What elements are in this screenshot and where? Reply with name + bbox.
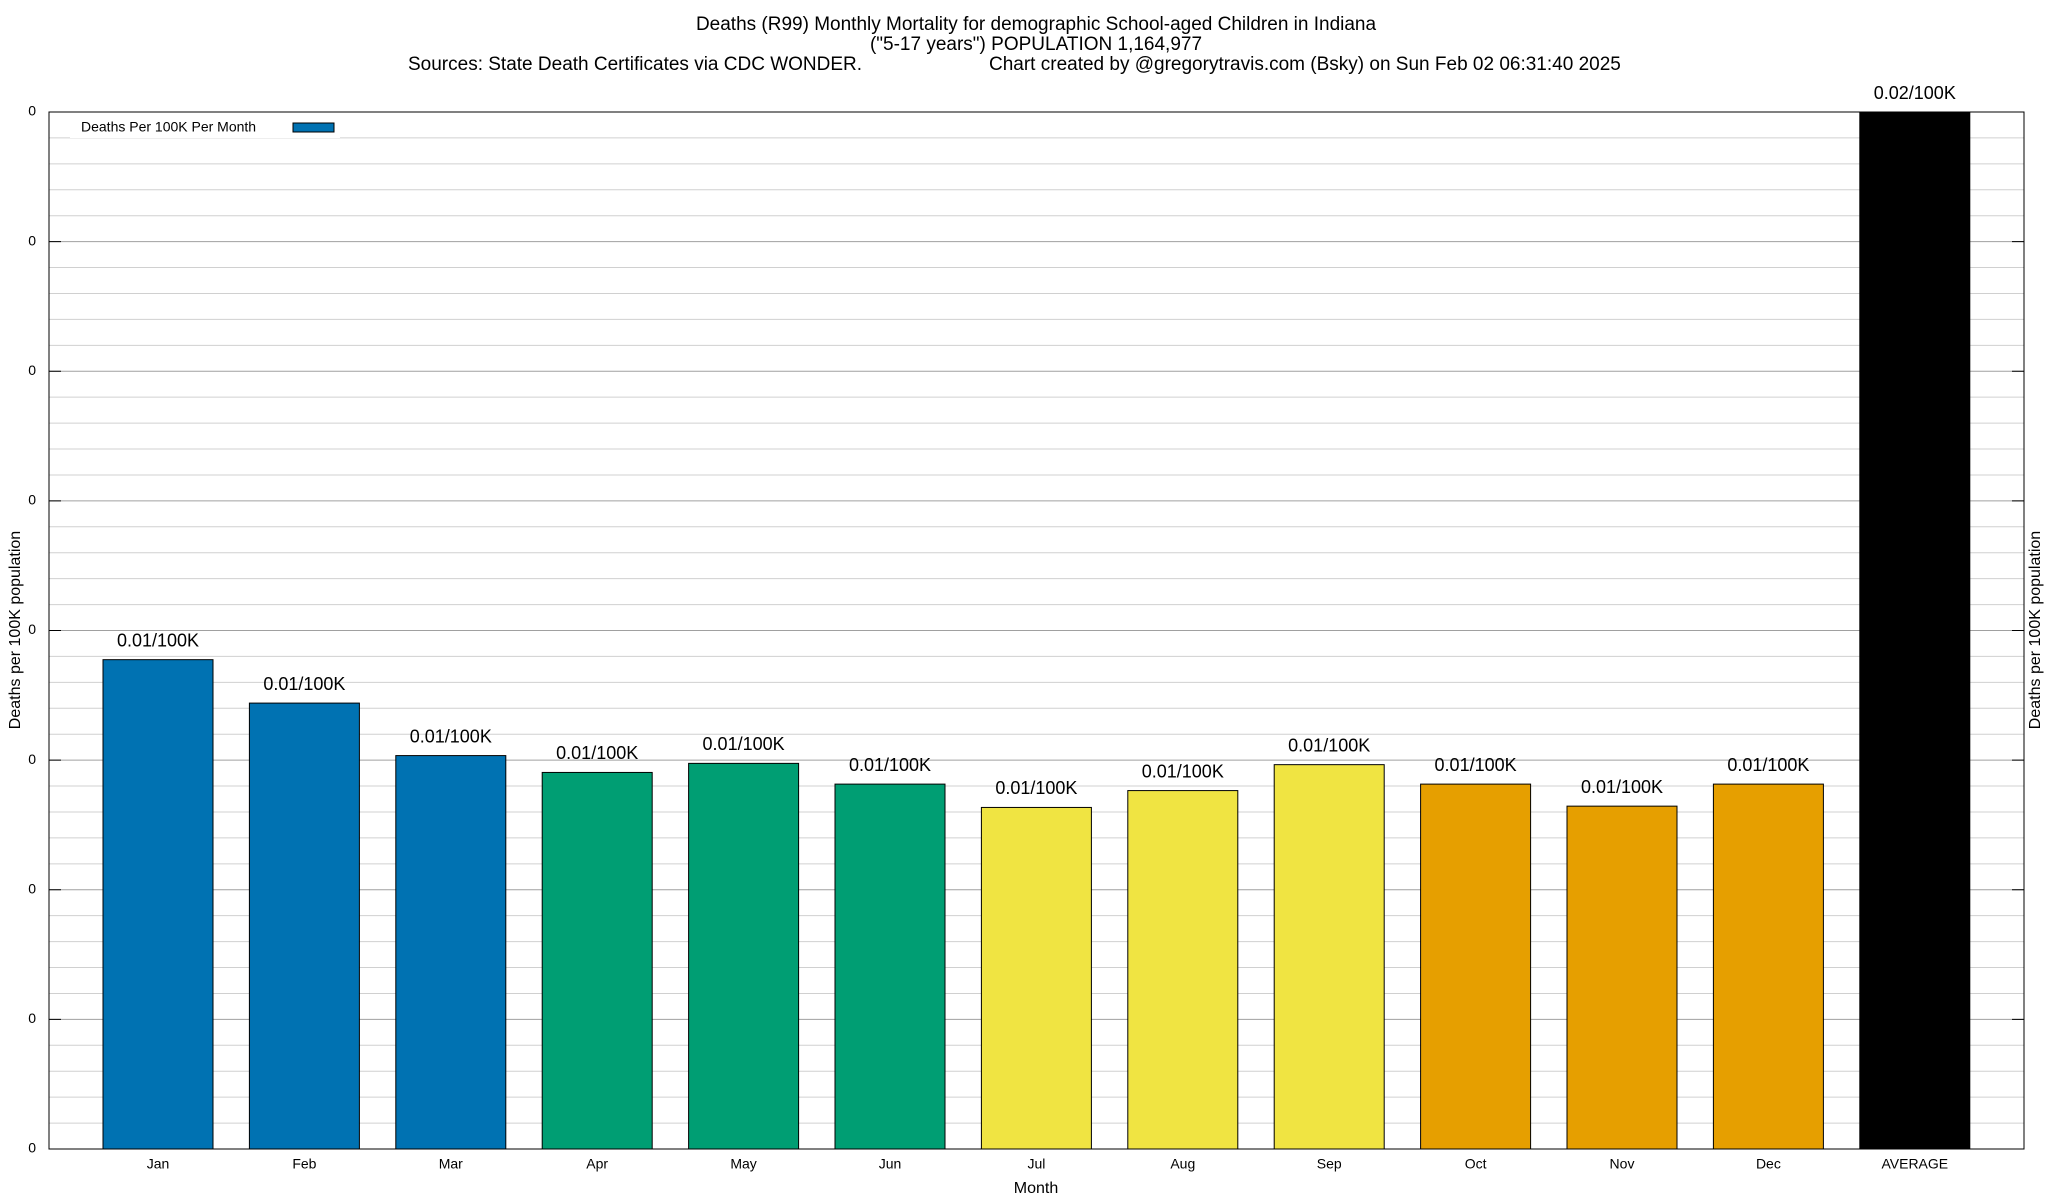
legend-swatch — [292, 122, 335, 133]
value-label: 0.01/100K — [1288, 735, 1370, 755]
x-axis-label: Month — [1014, 1180, 1058, 1197]
bar — [1712, 783, 1824, 1150]
value-label: 0.02/100K — [1874, 83, 1956, 103]
plot-frame — [48, 111, 2025, 1150]
value-label: 0.01/100K — [117, 630, 199, 650]
source: Sources: State Death Certificates via CD… — [408, 54, 862, 75]
legend-background — [70, 116, 340, 138]
x-tick-label: Jan — [147, 1156, 170, 1172]
x-tick-label: Nov — [1610, 1156, 1635, 1172]
y-tick-label: 0 — [28, 751, 36, 767]
chart-subtitle: ("5-17 years") POPULATION 1,164,977 — [870, 34, 1202, 55]
y-tick-label: 0 — [28, 621, 36, 637]
bar — [1127, 790, 1239, 1150]
y-axis-label: Deaths per 100K population — [7, 531, 24, 729]
chart-title: Deaths (R99) Monthly Mortality for demog… — [696, 14, 1377, 35]
x-tick-label: Dec — [1756, 1156, 1781, 1172]
x-tick-label: Feb — [292, 1156, 316, 1172]
value-label: 0.01/100K — [410, 726, 492, 746]
bar — [541, 771, 653, 1150]
value-label: 0.01/100K — [703, 734, 785, 754]
x-tick-label: Apr — [586, 1156, 608, 1172]
x-tick-label: Jun — [879, 1156, 902, 1172]
bar — [248, 702, 360, 1150]
x-tick-label: May — [730, 1156, 756, 1172]
bar — [1273, 764, 1385, 1150]
x-tick-label: Sep — [1317, 1156, 1342, 1172]
y-tick-label: 0 — [28, 362, 36, 378]
value-label: 0.01/100K — [995, 778, 1077, 798]
x-tick-label: Jul — [1027, 1156, 1045, 1172]
y-tick-label: 0 — [28, 103, 36, 119]
value-label: 0.01/100K — [1581, 777, 1663, 797]
bar — [1420, 783, 1532, 1150]
bar — [395, 755, 507, 1150]
bar — [102, 659, 214, 1150]
value-label: 0.01/100K — [556, 743, 638, 763]
bar — [980, 806, 1092, 1150]
bar — [1566, 805, 1678, 1150]
value-label: 0.01/100K — [849, 755, 931, 775]
value-label: 0.01/100K — [1435, 755, 1517, 775]
bar — [834, 783, 946, 1150]
y-tick-label: 0 — [28, 1140, 36, 1156]
bar — [688, 762, 800, 1150]
legend-label: Deaths Per 100K Per Month — [81, 119, 256, 135]
y-tick-label: 0 — [28, 880, 36, 896]
x-tick-label: Oct — [1465, 1156, 1487, 1172]
x-tick-label: AVERAGE — [1881, 1156, 1948, 1172]
y2-axis-label: Deaths per 100K population — [2027, 531, 2044, 729]
bar — [1859, 111, 1971, 1150]
value-label: 0.01/100K — [1142, 761, 1224, 781]
y-tick-label: 0 — [28, 232, 36, 248]
value-label: 0.01/100K — [1727, 755, 1809, 775]
y-tick-label: 0 — [28, 1010, 36, 1026]
x-tick-label: Aug — [1170, 1156, 1195, 1172]
credit: Chart created by @gregorytravis.com (Bsk… — [989, 54, 1621, 75]
x-tick-label: Mar — [439, 1156, 463, 1172]
value-label: 0.01/100K — [263, 674, 345, 694]
y-tick-label: 0 — [28, 492, 36, 508]
